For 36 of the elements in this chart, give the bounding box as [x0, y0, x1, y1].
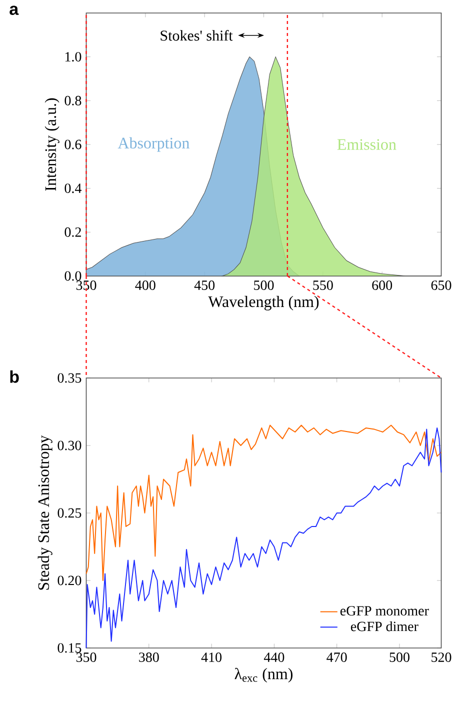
y-tick-label: 0.4: [64, 184, 82, 194]
x-tick-label: 410: [201, 652, 222, 662]
y-tick-label: 0.15: [58, 643, 82, 653]
x-tick-label: 440: [264, 652, 284, 662]
x-tick-label: 520: [431, 652, 452, 662]
series-label: Absorption: [118, 137, 190, 152]
text: a: [10, 6, 19, 16]
x-tick-label: 350: [76, 652, 96, 662]
y-tick-label: 0.30: [58, 440, 82, 450]
x-tick-label: 550: [313, 280, 333, 290]
x-tick-label: 380: [138, 652, 159, 662]
x-tick-label: 600: [372, 280, 392, 290]
x-tick-label: 350: [76, 280, 96, 290]
x-tick-label: 450: [194, 280, 214, 290]
text: b: [10, 370, 19, 383]
legend-label: eGFP monomer: [340, 606, 429, 616]
x-tick-label: 650: [431, 280, 452, 290]
x-tick-label: 470: [326, 652, 347, 662]
y-tick-label: 0.0: [64, 271, 82, 281]
y-tick-label: 0.25: [58, 508, 82, 518]
y-tick-label: 0.35: [58, 373, 82, 383]
x-axis-title: λ$_{exc}$ (nm): [234, 668, 292, 683]
x-tick-label: 500: [390, 652, 410, 662]
y-tick-label: 0.8: [64, 96, 82, 106]
y-tick-label: 1.0: [65, 52, 82, 62]
x-tick-label: 400: [135, 280, 156, 290]
legend-label: eGFP dimer: [350, 621, 418, 632]
x-axis-title: Wavelength (nm): [208, 296, 318, 310]
annotation: Stokes' shift: [160, 30, 233, 41]
y-axis-title: Intensity (a.u.): [44, 98, 60, 191]
y-axis-title: Steady State Anisotropy: [38, 435, 52, 590]
y-tick-label: 0.6: [64, 140, 82, 150]
text: Emission: [337, 139, 396, 150]
x-tick-label: 500: [254, 280, 274, 290]
y-tick-label: 0.2: [64, 227, 81, 237]
y-tick-label: 0.20: [58, 576, 82, 586]
